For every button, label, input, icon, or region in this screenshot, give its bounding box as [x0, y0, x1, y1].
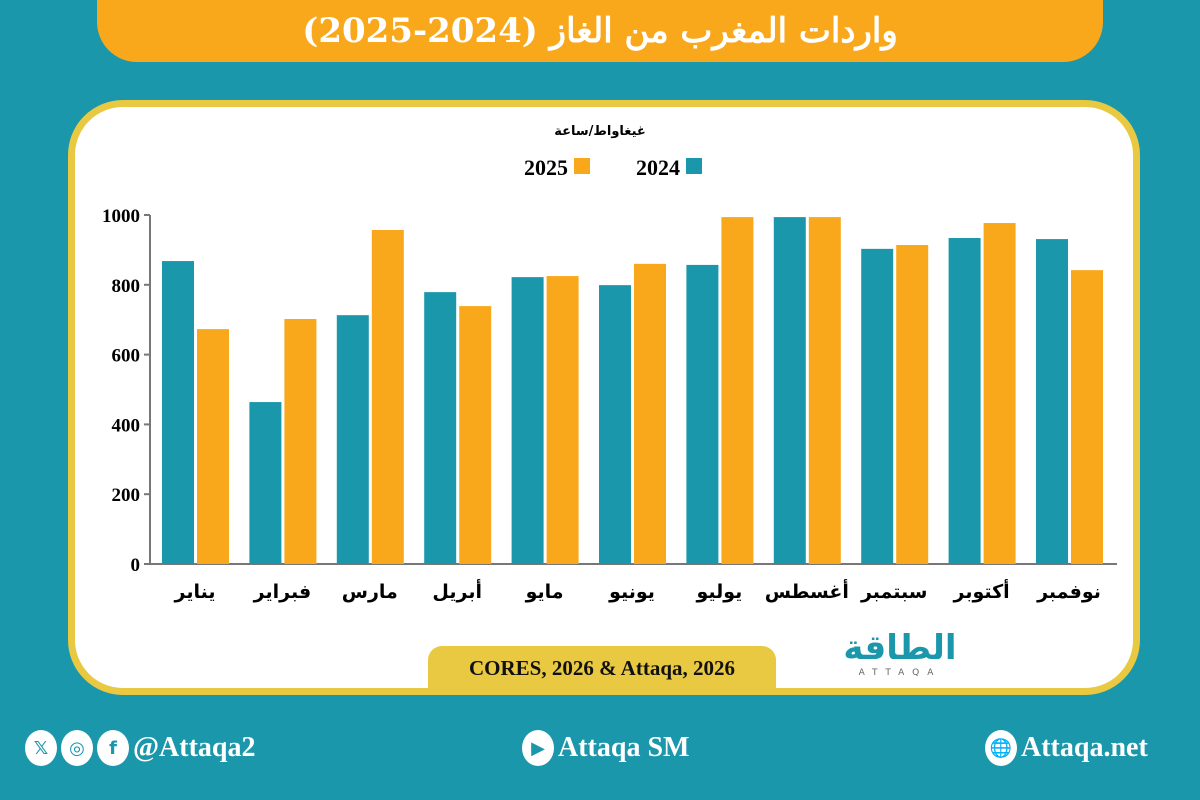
bar-2024-2: [336, 315, 369, 564]
x-tick-label: فبراير: [253, 581, 311, 603]
y-tick-label: 0: [131, 555, 141, 576]
x-tick-label: أكتوبر: [953, 579, 1010, 603]
instagram-icon[interactable]: ◎: [61, 730, 93, 766]
x-tick-label: يناير: [174, 581, 216, 603]
website-url: Attaqa.net: [1021, 732, 1148, 763]
bar-2024-6: [686, 264, 719, 564]
y-axis-label: غيغاواط/ساعة: [554, 124, 646, 139]
youtube-handle: Attaqa SM: [558, 732, 690, 763]
bar-2025-6: [721, 217, 754, 564]
x-tick-label: يونيو: [608, 581, 655, 603]
youtube-link[interactable]: ▶ Attaqa SM: [522, 730, 689, 766]
bar-2024-4: [511, 277, 544, 564]
bar-2024-0: [162, 261, 194, 564]
bar-2025-8: [896, 245, 929, 564]
y-tick-label: 400: [112, 415, 141, 436]
x-tick-label: مارس: [342, 581, 398, 603]
bar-2024-9: [948, 238, 981, 564]
legend-swatch-2025: [574, 158, 590, 174]
bar-2025-9: [983, 223, 1016, 565]
chart-title: واردات المغرب من الغاز (2024-2025): [302, 11, 898, 51]
youtube-icon: ▶: [522, 730, 554, 766]
bar-2025-1: [284, 319, 317, 564]
bar-2025-4: [546, 276, 579, 564]
website-link[interactable]: 🌐 Attaqa.net: [985, 730, 1148, 766]
bar-2024-7: [773, 217, 806, 564]
social-handle[interactable]: @Attaqa2: [133, 732, 256, 763]
y-tick-label: 200: [112, 485, 141, 506]
source-label: CORES, 2026 & Attaqa, 2026: [428, 646, 776, 690]
y-tick-label: 600: [112, 346, 141, 367]
x-tick-label: سبتمبر: [860, 581, 928, 603]
y-tick-label: 800: [112, 276, 141, 297]
facebook-icon[interactable]: f: [97, 730, 129, 766]
bar-2024-10: [1036, 239, 1068, 564]
bar-2025-7: [808, 217, 841, 564]
x-tick-label: نوفمبر: [1036, 581, 1101, 603]
bar-2024-8: [861, 248, 894, 564]
x-icon[interactable]: 𝕏: [25, 730, 57, 766]
bar-2024-1: [249, 402, 282, 564]
y-tick-label: 1000: [102, 206, 140, 227]
social-links: 𝕏 ◎ f @Attaqa2: [25, 730, 256, 766]
legend-label-2025: 2025: [524, 155, 568, 180]
bar-2025-5: [634, 263, 666, 564]
bar-2025-2: [371, 230, 404, 564]
title-banner: واردات المغرب من الغاز (2024-2025): [97, 0, 1103, 62]
attaqa-logo: الطاقة ATTAQA: [843, 628, 957, 678]
legend-label-2024: 2024: [636, 155, 680, 180]
bar-2024-5: [599, 285, 631, 564]
legend-swatch-2024: [686, 158, 702, 174]
bar-2025-3: [459, 306, 492, 564]
x-tick-label: يوليو: [695, 581, 742, 603]
bar-2025-0: [197, 329, 229, 564]
x-tick-label: أغسطس: [765, 579, 849, 603]
bar-2024-3: [424, 292, 457, 564]
x-tick-label: مايو: [525, 581, 564, 603]
bar-2025-10: [1071, 270, 1103, 564]
globe-icon: 🌐: [985, 730, 1017, 766]
x-tick-label: أبريل: [432, 579, 482, 603]
